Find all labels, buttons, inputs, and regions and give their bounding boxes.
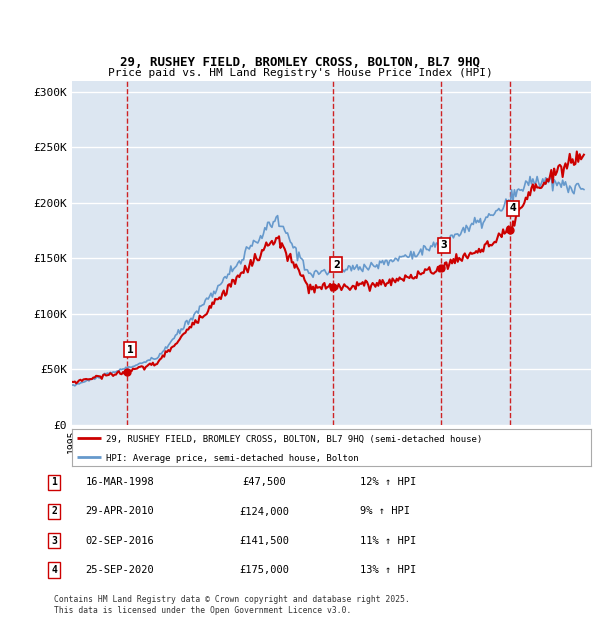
Text: 3: 3	[51, 536, 57, 546]
Text: Contains HM Land Registry data © Crown copyright and database right 2025.: Contains HM Land Registry data © Crown c…	[54, 595, 410, 604]
Text: 1: 1	[51, 477, 57, 487]
Text: 2: 2	[51, 507, 57, 516]
Text: HPI: Average price, semi-detached house, Bolton: HPI: Average price, semi-detached house,…	[106, 454, 358, 463]
Text: 29, RUSHEY FIELD, BROMLEY CROSS, BOLTON, BL7 9HQ (semi-detached house): 29, RUSHEY FIELD, BROMLEY CROSS, BOLTON,…	[106, 435, 482, 444]
Text: £47,500: £47,500	[242, 477, 286, 487]
Text: 12% ↑ HPI: 12% ↑ HPI	[360, 477, 416, 487]
Text: 29-APR-2010: 29-APR-2010	[86, 507, 154, 516]
Text: 25-SEP-2020: 25-SEP-2020	[86, 565, 154, 575]
Text: 4: 4	[510, 203, 517, 213]
Text: This data is licensed under the Open Government Licence v3.0.: This data is licensed under the Open Gov…	[54, 606, 352, 614]
Text: Price paid vs. HM Land Registry's House Price Index (HPI): Price paid vs. HM Land Registry's House …	[107, 68, 493, 78]
Text: 9% ↑ HPI: 9% ↑ HPI	[360, 507, 410, 516]
Text: 13% ↑ HPI: 13% ↑ HPI	[360, 565, 416, 575]
Text: 02-SEP-2016: 02-SEP-2016	[86, 536, 154, 546]
Text: 11% ↑ HPI: 11% ↑ HPI	[360, 536, 416, 546]
Text: £141,500: £141,500	[239, 536, 289, 546]
Text: £124,000: £124,000	[239, 507, 289, 516]
Text: 29, RUSHEY FIELD, BROMLEY CROSS, BOLTON, BL7 9HQ: 29, RUSHEY FIELD, BROMLEY CROSS, BOLTON,…	[120, 56, 480, 68]
Text: 3: 3	[441, 241, 448, 250]
Text: 4: 4	[51, 565, 57, 575]
Text: 2: 2	[333, 260, 340, 270]
Text: 16-MAR-1998: 16-MAR-1998	[86, 477, 154, 487]
Text: 1: 1	[127, 345, 133, 355]
Text: £175,000: £175,000	[239, 565, 289, 575]
